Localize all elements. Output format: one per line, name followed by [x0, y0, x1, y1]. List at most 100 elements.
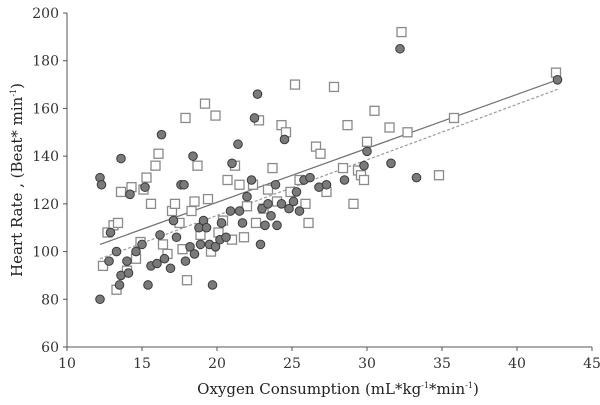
y-tick-label: 160: [32, 101, 59, 117]
x-tick-label: 35: [433, 356, 451, 372]
square-data-point: [342, 119, 353, 131]
square-data-point: [180, 112, 191, 124]
square-data-point: [189, 196, 200, 207]
circle-data-point: [255, 239, 266, 250]
square-data-point: [150, 160, 161, 171]
axes: [66, 13, 592, 348]
square-data-point: [384, 122, 395, 133]
circle-data-point: [207, 280, 218, 290]
square-data-point: [153, 148, 164, 159]
circle-data-point: [284, 203, 294, 214]
square-data-point: [115, 186, 127, 198]
square-data-point: [234, 179, 245, 190]
circle-data-point: [234, 206, 245, 216]
square-data-point: [315, 148, 326, 159]
circle-data-point: [294, 206, 305, 216]
square-points: [97, 26, 562, 295]
circle-data-point: [359, 160, 369, 171]
circle-data-point: [339, 175, 350, 185]
x-tick-label: 10: [58, 356, 76, 372]
circle-data-point: [237, 218, 248, 228]
circle-data-point: [171, 232, 182, 243]
circle-data-point: [95, 294, 105, 305]
circle-data-point: [155, 230, 165, 240]
square-data-point: [267, 162, 278, 174]
x-tick-label: 15: [133, 356, 151, 372]
circle-data-point: [291, 187, 302, 197]
square-data-point: [169, 198, 181, 210]
x-tick-label: 45: [583, 356, 600, 372]
x-axis-title: Oxygen Consumption (mL*kg-1*min-1): [197, 380, 479, 398]
square-data-point: [141, 172, 152, 183]
circle-data-point: [288, 196, 299, 207]
square-data-point: [112, 217, 124, 229]
square-series-trend-line: [99, 88, 558, 260]
circle-series-trend-line: [99, 79, 558, 245]
circle-data-point: [137, 239, 147, 250]
circle-data-point: [143, 280, 153, 290]
y-tick-label: 140: [32, 149, 59, 165]
circle-data-point: [552, 75, 563, 85]
square-data-point: [145, 198, 157, 210]
circle-data-point: [123, 268, 134, 278]
circle-data-point: [321, 179, 332, 190]
square-data-point: [448, 112, 460, 124]
square-data-point: [433, 170, 445, 181]
circle-data-point: [263, 199, 273, 209]
x-tick-labels: 10 15 20 25 30 35 40 45: [58, 347, 600, 372]
square-data-point: [328, 81, 340, 93]
circle-data-point: [270, 179, 281, 190]
square-data-point: [361, 136, 373, 147]
circle-data-point: [246, 175, 257, 185]
y-tick-label: 60: [41, 340, 59, 356]
y-tick-labels: 60 80 100 120 140 160 180 200: [32, 6, 67, 356]
y-tick-label: 120: [32, 197, 59, 213]
square-data-point: [396, 26, 407, 38]
x-tick-label: 25: [283, 356, 301, 372]
square-data-point: [192, 160, 203, 171]
square-data-point: [199, 98, 211, 109]
trend-lines: [99, 79, 558, 260]
circle-data-point: [152, 258, 162, 269]
circle-data-point: [260, 220, 270, 231]
circle-data-point: [180, 256, 191, 266]
circle-data-point: [249, 113, 260, 123]
circle-data-point: [111, 246, 122, 257]
circle-data-point: [210, 242, 221, 252]
circle-data-point: [156, 129, 167, 140]
circle-data-point: [140, 182, 150, 192]
circle-data-point: [362, 146, 372, 157]
circle-data-point: [411, 172, 422, 183]
x-tick-label: 30: [358, 356, 376, 372]
circle-data-point: [179, 179, 189, 190]
square-data-point: [238, 232, 250, 243]
circle-data-point: [272, 220, 282, 231]
square-data-point: [348, 198, 359, 210]
circle-data-point: [96, 179, 107, 190]
circle-points: [95, 43, 563, 305]
y-tick-label: 200: [32, 6, 59, 22]
square-data-point: [202, 193, 214, 205]
square-data-point: [369, 105, 380, 116]
circle-data-point: [195, 239, 206, 250]
circle-data-point: [279, 134, 290, 145]
square-data-point: [289, 79, 301, 90]
y-tick-label: 180: [32, 54, 59, 70]
circle-data-point: [168, 215, 179, 226]
circle-data-point: [104, 256, 114, 266]
square-data-point: [303, 217, 314, 229]
square-data-point: [358, 174, 370, 186]
circle-data-point: [305, 172, 315, 183]
square-data-point: [186, 205, 197, 217]
square-data-point: [262, 184, 274, 195]
square-data-point: [300, 198, 311, 210]
circle-data-point: [165, 263, 176, 274]
square-data-point: [222, 174, 233, 186]
y-tick-label: 100: [32, 245, 59, 261]
y-axis-title: Heart Rate , (Beat* min-1): [8, 83, 26, 277]
circle-data-point: [242, 191, 252, 202]
circle-data-point: [131, 246, 141, 257]
circle-data-point: [266, 210, 276, 221]
circle-data-point: [252, 89, 263, 99]
